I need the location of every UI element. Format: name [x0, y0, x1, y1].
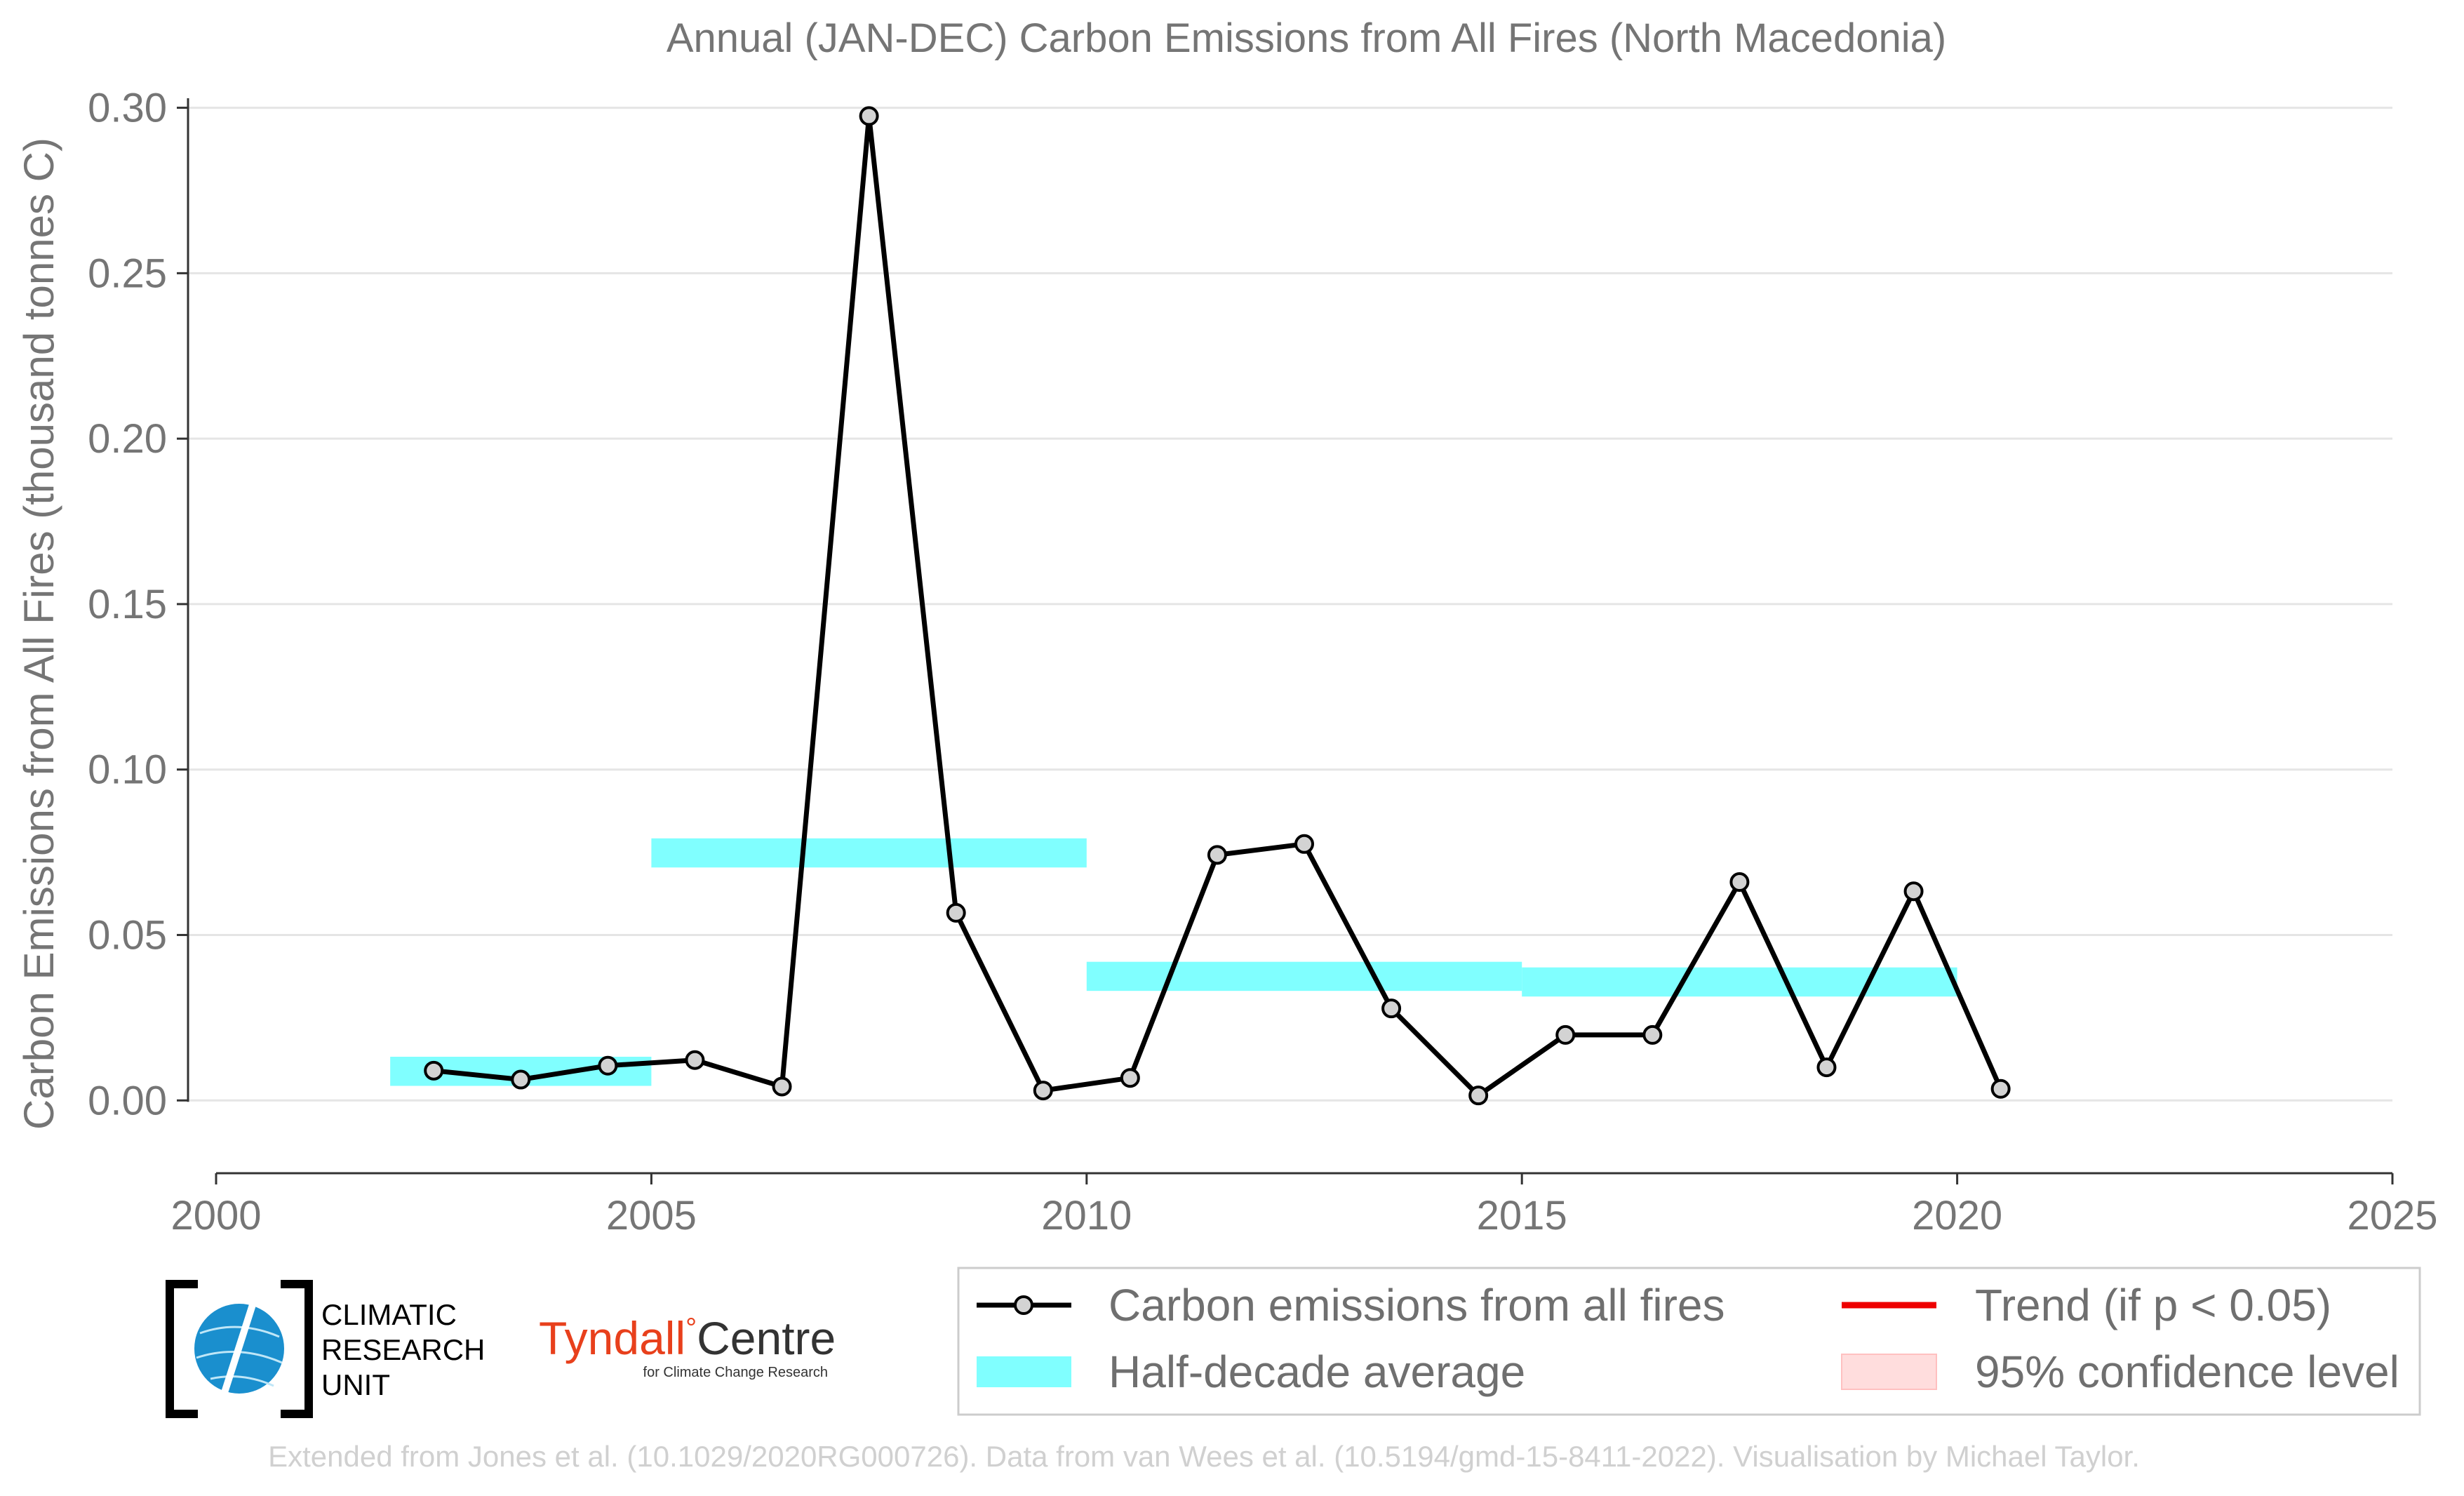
- y-tick-label: 0.05: [88, 912, 167, 958]
- tyndall-word2: Centre: [697, 1312, 836, 1364]
- series-line: [433, 113, 2003, 1098]
- gridlines: [188, 107, 2392, 1102]
- tyndall-logo: Tyndall°Centre for Climate Change Resear…: [539, 1312, 836, 1380]
- cru-line3: UNIT: [321, 1368, 390, 1401]
- chart-title: Annual (JAN-DEC) Carbon Emissions from A…: [667, 15, 1946, 61]
- x-tick-label: 2010: [1041, 1193, 1132, 1238]
- x-tick-label: 2020: [1912, 1193, 2002, 1238]
- data-point: [511, 1069, 531, 1090]
- data-point: [1990, 1078, 2011, 1099]
- legend: Carbon emissions from all fires Trend (i…: [957, 1267, 2421, 1416]
- data-point: [1381, 999, 1402, 1019]
- y-tick-label: 0.00: [88, 1078, 167, 1123]
- data-point: [1729, 872, 1750, 893]
- series-layer: [424, 106, 2011, 1106]
- y-tick-labels: 0.00 0.05 0.10 0.15 0.20 0.25 0.30: [88, 86, 189, 1123]
- legend-label-average: Half-decade average: [1109, 1347, 1525, 1397]
- legend-band-sample: [977, 1356, 1071, 1387]
- x-tick-label: 2025: [2347, 1193, 2437, 1238]
- data-point: [859, 106, 879, 126]
- tyndall-sub: for Climate Change Research: [643, 1365, 828, 1380]
- legend-marker-sample: [1014, 1295, 1033, 1315]
- y-tick-label: 0.25: [88, 251, 167, 296]
- credit-line: Extended from Jones et al. (10.1029/2020…: [268, 1440, 2140, 1473]
- cru-bracket-left: [166, 1280, 198, 1418]
- half-decade-bar: [1086, 961, 1522, 991]
- tyndall-word: Tyndall°Centre: [539, 1312, 836, 1364]
- x-tick-label: 2015: [1477, 1193, 1567, 1238]
- tyndall-degree: °: [685, 1313, 697, 1344]
- data-point: [946, 902, 966, 923]
- y-axis-label: Carbon Emissions from All Fires (thousan…: [15, 138, 62, 1130]
- data-point: [1033, 1081, 1053, 1101]
- cru-line1: CLIMATIC: [321, 1298, 457, 1331]
- data-point: [1642, 1024, 1663, 1045]
- x-tick-label: 2000: [170, 1193, 261, 1238]
- legend-box: [957, 1267, 2421, 1416]
- legend-label-confidence: 95% confidence level: [1975, 1347, 2399, 1397]
- y-tick-label: 0.30: [88, 86, 167, 131]
- data-point: [1468, 1086, 1489, 1106]
- cru-slash-icon: [213, 1277, 265, 1420]
- cru-logo: CLIMATIC RESEARCH UNIT: [166, 1277, 485, 1420]
- data-point: [598, 1055, 618, 1076]
- y-tick-label: 0.20: [88, 416, 167, 462]
- tyndall-word1: Tyndall: [539, 1312, 685, 1364]
- legend-ci-sample: [1841, 1354, 1937, 1390]
- y-tick-label: 0.15: [88, 582, 167, 627]
- x-axis: 2000 2005 2010 2015 2020 2025: [170, 1172, 2438, 1238]
- x-tick-label: 2005: [606, 1193, 697, 1238]
- data-point: [1207, 845, 1227, 865]
- half-decade-bar: [1522, 967, 1957, 997]
- data-point: [1555, 1024, 1576, 1045]
- data-point: [772, 1076, 792, 1097]
- data-point: [685, 1050, 705, 1070]
- legend-label-series: Carbon emissions from all fires: [1109, 1280, 1725, 1330]
- y-tick-label: 0.10: [88, 747, 167, 793]
- cru-line2: RESEARCH: [321, 1333, 485, 1366]
- data-point: [1294, 834, 1314, 854]
- cru-bracket-right: [281, 1280, 313, 1418]
- legend-label-trend: Trend (if p < 0.05): [1975, 1280, 2331, 1330]
- half-decade-bar: [651, 838, 1087, 868]
- data-point: [424, 1060, 444, 1081]
- data-point: [1903, 881, 1924, 902]
- data-point: [1816, 1057, 1837, 1078]
- data-point: [1120, 1068, 1140, 1088]
